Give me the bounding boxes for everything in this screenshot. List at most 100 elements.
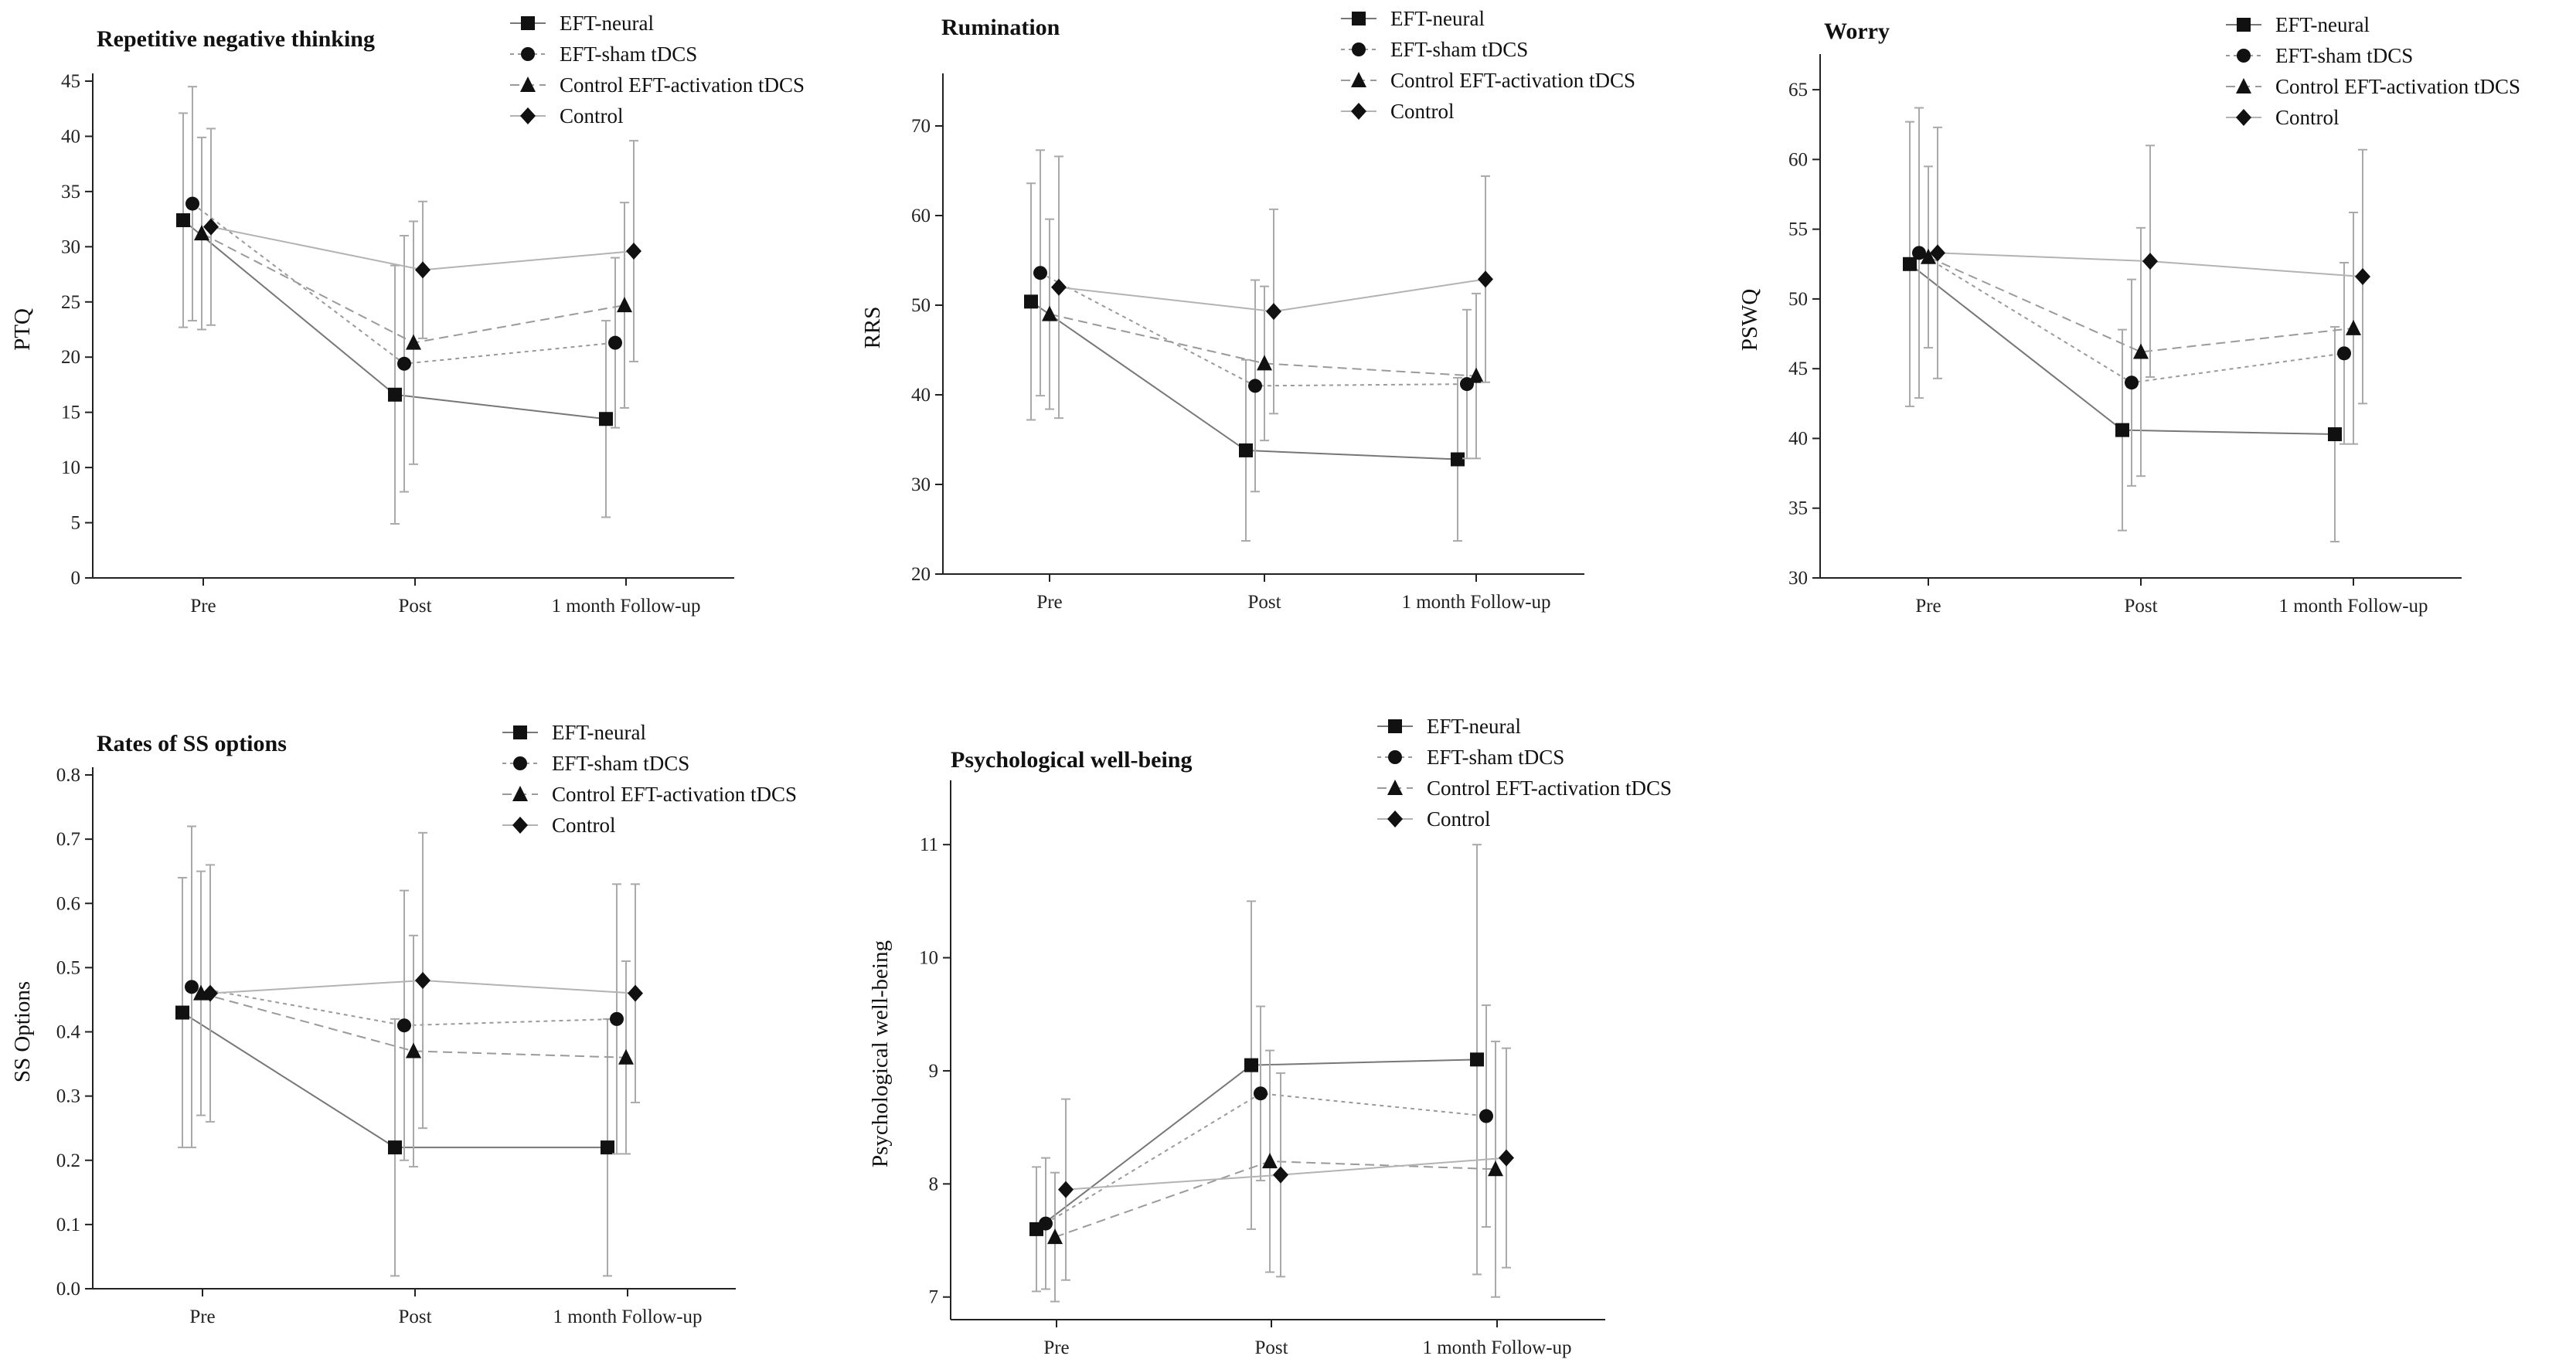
legend-label: Control EFT-activation tDCS [560,73,805,97]
data-point [406,1042,421,1058]
data-point [1254,1086,1268,1101]
y-tick-label: 9 [929,1061,939,1082]
data-point [415,972,430,989]
y-tick-label: 60 [1788,149,1808,170]
data-point [1047,1228,1063,1245]
y-axis-title: RRS [860,307,885,349]
data-point [1266,303,1281,321]
data-point [1912,246,1926,260]
legend-marker [1387,810,1403,827]
data-point [1239,443,1253,457]
data-point [1488,1160,1503,1177]
y-tick-label: 15 [61,403,80,423]
y-tick-label: 0.7 [56,829,80,850]
data-point [1451,452,1465,467]
series-eft-sham-tdcs [185,86,622,493]
legend-label: Control [2275,106,2339,129]
y-tick-label: 11 [920,834,938,855]
legend-marker [520,107,536,124]
data-point [2355,268,2370,286]
series-line [1040,272,1468,387]
chart-panel-4: Rates of SS options 0.0 0.1 0.2 0.3 0.4 0.5 0.6… [10,721,797,1327]
data-point [1903,257,1917,271]
series-control [203,127,641,362]
x-tick-label: 1 month Follow-up [551,596,700,617]
y-tick-label: 0.5 [56,957,80,978]
y-tick-label: 40 [61,126,80,147]
legend-marker [521,16,535,30]
data-point [601,1140,614,1155]
data-point [1930,244,1945,262]
y-tick-label: 50 [1788,289,1808,310]
legend-marker [1352,42,1366,56]
series-line [1928,256,2354,353]
y-tick-label: 10 [61,457,80,478]
data-point [203,218,219,236]
data-point [2337,346,2351,361]
data-point [185,980,199,994]
x-tick-label: Post [398,1307,431,1327]
legend-label: EFT-sham tDCS [1390,38,1528,61]
legend-marker [1388,750,1402,764]
series-line [1036,1058,1478,1230]
y-tick-label: 0.8 [56,765,80,786]
legend-label: EFT-neural [1427,715,1521,738]
data-point [194,225,209,241]
data-point [2115,423,2129,437]
data-point [1921,248,1936,264]
data-point [193,984,209,1001]
y-tick-label: 45 [1788,358,1808,379]
legend-marker [513,725,527,739]
data-point [1051,278,1067,296]
series-control-eft-activation-tdcs [1042,218,1484,460]
chart-panel-1: Repetitive negative thinking 0 5 10 15 20 25 30… [10,12,805,617]
chart-panel-5: Psychological well-being 7 8 9 10 11 Pre Post 1 … [868,715,1672,1358]
y-tick-label: 50 [911,295,931,316]
legend-label: Control [552,814,616,837]
legend-marker [2237,18,2251,32]
y-tick-label: 0 [71,568,81,589]
y-axis-title: PTQ [10,308,35,351]
y-tick-label: 7 [929,1287,939,1308]
data-point [2133,343,2149,359]
data-point [176,213,190,228]
y-tick-label: 0.1 [56,1215,80,1235]
chart-title: Rates of SS options [97,731,287,756]
legend-label: Control EFT-activation tDCS [552,783,797,806]
data-point [1244,1058,1258,1072]
y-tick-label: 0.3 [56,1086,80,1107]
data-point [2346,319,2361,335]
data-point [202,984,218,1002]
legend-label: Control EFT-activation tDCS [2275,75,2520,98]
legend-label: EFT-sham tDCS [1427,746,1564,769]
legend-label: EFT-neural [1390,7,1485,30]
data-point [1470,1052,1484,1067]
data-point [2142,253,2158,270]
legend-marker [521,47,535,61]
legend-marker [2237,49,2251,63]
y-tick-label: 30 [911,474,931,495]
legend: EFT-neural EFT-sham tDCS Control EFT-activ… [1341,7,1635,123]
data-point [1248,379,1262,393]
y-axis-title: Psychological well-being [868,940,893,1167]
chart-title: Psychological well-being [951,747,1192,773]
legend-label: EFT-neural [552,721,646,744]
legend-marker [1351,72,1366,87]
x-tick-label: Pre [190,596,216,617]
chart-title: Rumination [941,15,1060,40]
x-tick-label: Post [1247,592,1281,613]
legend: EFT-neural EFT-sham tDCS Control EFT-activ… [2226,13,2520,129]
data-point [388,387,402,402]
series-control [1930,126,2370,405]
legend-marker [520,76,536,92]
legend-marker [512,786,528,801]
y-tick-label: 0.6 [56,893,80,914]
series-eft-sham-tdcs [185,825,624,1161]
x-tick-label: Pre [1043,1337,1069,1358]
data-point [2125,375,2139,390]
legend-label: EFT-neural [560,12,654,35]
series-line [191,986,618,1027]
legend-label: EFT-sham tDCS [2275,44,2413,67]
y-tick-label: 30 [61,236,80,257]
data-point [1479,1109,1493,1123]
